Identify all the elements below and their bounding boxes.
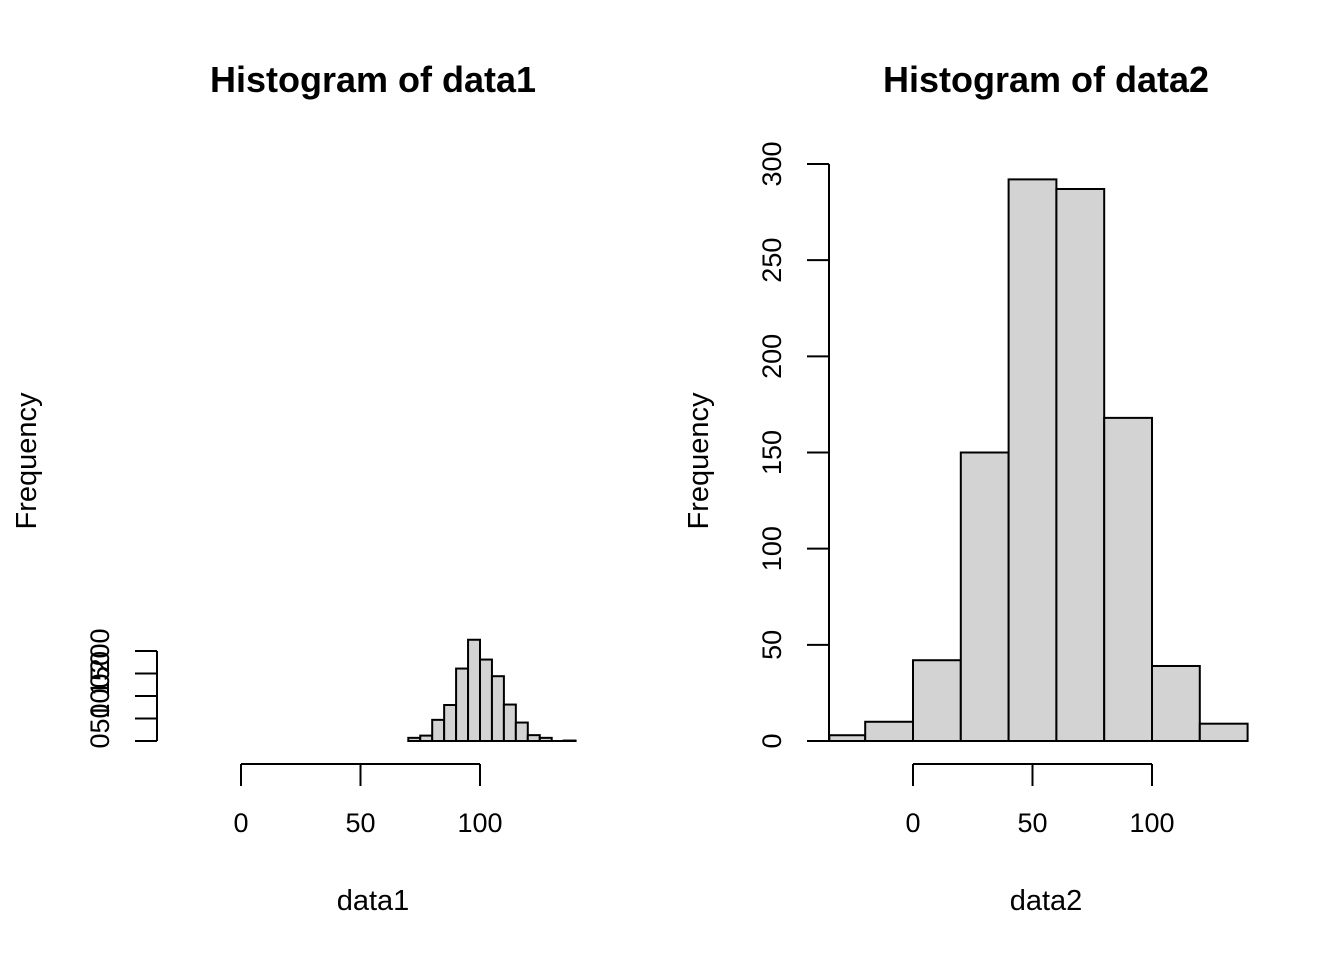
y-tick-label: 250 bbox=[757, 238, 787, 283]
histogram-bar bbox=[864, 720, 915, 742]
histogram-bar bbox=[431, 718, 446, 742]
x-axis-label: data2 bbox=[1010, 885, 1083, 917]
histogram-bar bbox=[502, 703, 517, 742]
histogram-bar bbox=[1055, 188, 1106, 742]
x-axis: 0 50 100 bbox=[905, 763, 1175, 838]
x-tick-label: 50 bbox=[1017, 808, 1047, 838]
histogram-bar bbox=[538, 736, 553, 742]
x-axis: 0 50 100 bbox=[233, 763, 503, 838]
chart-title: Histogram of data2 bbox=[883, 59, 1209, 100]
y-tick-label: 100 bbox=[85, 673, 115, 718]
y-tick-label: 200 bbox=[757, 334, 787, 379]
y-tick-label: 50 bbox=[85, 703, 115, 733]
histogram-bar bbox=[407, 736, 422, 742]
y-tick-label: 300 bbox=[757, 141, 787, 186]
y-tick-label: 100 bbox=[757, 526, 787, 571]
x-tick-label: 100 bbox=[457, 808, 502, 838]
histogram-bar bbox=[1198, 722, 1249, 743]
y-tick-label: 150 bbox=[85, 651, 115, 696]
y-tick-label: 150 bbox=[757, 430, 787, 475]
y-tick-label: 200 bbox=[85, 628, 115, 673]
y-tick-label: 50 bbox=[757, 630, 787, 660]
y-axis-label: Frequency bbox=[11, 392, 43, 530]
panel-data1: Histogram of data1 Frequency data1 0 50 10… bbox=[11, 59, 577, 917]
histogram-bar bbox=[526, 734, 541, 743]
histogram-bar bbox=[959, 451, 1010, 742]
histogram-bar bbox=[828, 734, 867, 742]
bars bbox=[828, 178, 1249, 743]
histogram-bar bbox=[467, 638, 481, 742]
x-tick-label: 100 bbox=[1129, 808, 1174, 838]
bars bbox=[407, 638, 577, 743]
chart-title: Histogram of data1 bbox=[210, 59, 536, 100]
histogram-bar bbox=[514, 721, 529, 742]
panel-data2: Histogram of data2 Frequency data2 0 50 10… bbox=[683, 59, 1249, 917]
histogram-bar bbox=[479, 658, 493, 742]
y-axis-label: Frequency bbox=[683, 392, 715, 530]
histogram-bar bbox=[443, 704, 458, 742]
histogram-bar bbox=[912, 659, 962, 742]
histogram-bar bbox=[490, 675, 505, 743]
x-tick-label: 50 bbox=[345, 808, 375, 838]
histogram-bar bbox=[419, 734, 434, 742]
histogram-bar bbox=[455, 667, 470, 742]
y-tick-label: 0 bbox=[757, 733, 787, 748]
y-axis: 0 50 100 150 200 250 300 bbox=[757, 141, 830, 749]
x-tick-label: 0 bbox=[905, 808, 920, 838]
x-tick-label: 0 bbox=[233, 808, 248, 838]
histogram-bar bbox=[1151, 664, 1201, 742]
y-tick-label: 0 bbox=[85, 733, 115, 748]
histogram-bar bbox=[1007, 178, 1058, 743]
histogram-bar bbox=[1103, 416, 1153, 742]
x-axis-label: data1 bbox=[337, 885, 410, 917]
